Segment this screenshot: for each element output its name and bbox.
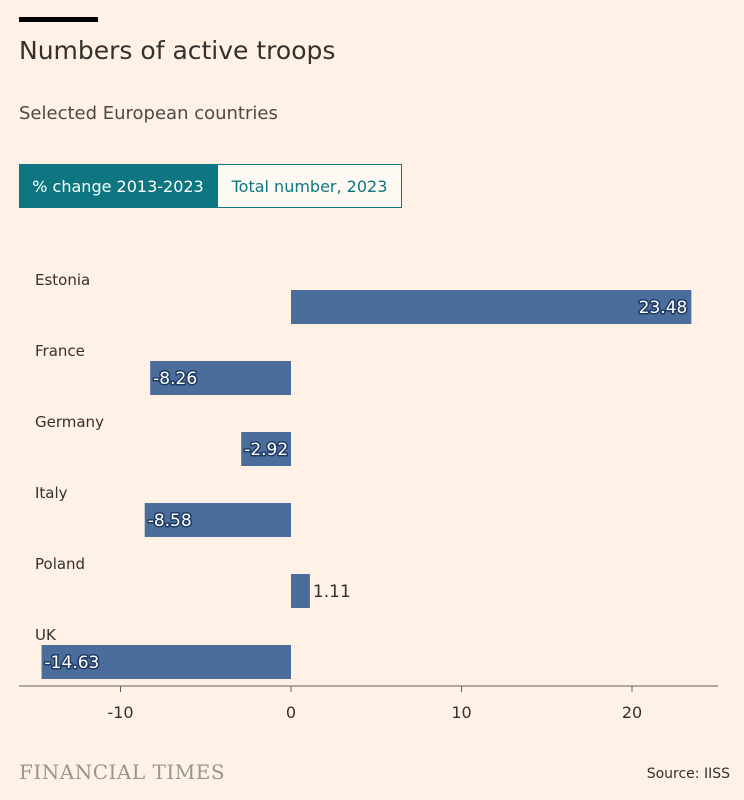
value-label: 1.11 [313,582,351,602]
category-label: Italy [35,484,68,502]
chart-subtitle: Selected European countries [19,103,278,124]
value-label: -14.63 [45,653,100,673]
tab-total-number[interactable]: Total number, 2023 [217,164,402,208]
category-label: Germany [35,413,104,431]
source-note: Source: IISS [646,766,730,782]
value-label: -8.58 [148,511,192,531]
view-tabs: % change 2013-2023 Total number, 2023 [19,164,402,208]
bar [291,290,692,324]
value-label: 23.48 [639,298,688,318]
category-label: France [35,342,85,360]
value-label: -2.92 [244,440,288,460]
x-tick-label: 10 [451,703,471,722]
bar [150,361,291,395]
bar [144,503,291,537]
ft-logo: FINANCIAL TIMES [19,760,226,784]
category-label: Estonia [35,271,90,289]
bar-chart: Estonia 23.48 France -8.26 Germany -2.92 Italy… [19,271,718,722]
category-label: Poland [35,555,85,573]
x-tick-label: 0 [286,703,296,722]
top-rule [19,17,98,22]
bar [291,574,310,608]
x-tick-label: 20 [622,703,642,722]
bar [41,645,291,679]
bar [241,432,291,466]
tab-percent-change[interactable]: % change 2013-2023 [19,164,217,208]
chart-title: Numbers of active troops [19,36,336,65]
value-label: -8.26 [153,369,197,389]
category-label: UK [35,626,57,644]
x-tick-label: -10 [107,703,133,722]
